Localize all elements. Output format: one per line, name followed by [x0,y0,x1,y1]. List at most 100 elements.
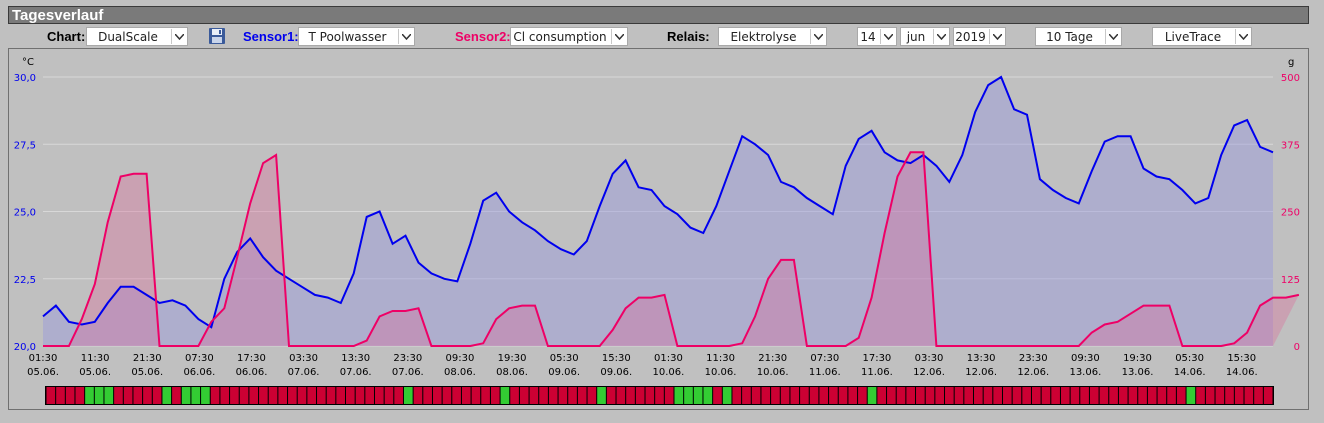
right-tick-label: 375 [1281,140,1300,151]
relay-state-cell [713,387,722,404]
right-tick-label: 500 [1281,73,1300,84]
chart-type-select[interactable]: DualScale [86,27,188,46]
relay-state-cell [848,387,858,404]
left-tick-label: 20,0 [14,342,36,353]
relay-state-cell [1254,387,1263,404]
panel-title: Tagesverlauf [12,7,104,24]
relay-state-cell [1244,387,1254,404]
relay-state-cell [152,387,162,404]
relay-state-cell [1263,387,1273,404]
relay-state-cell [568,387,577,404]
x-tick-time: 17:30 [862,353,891,364]
day-select[interactable]: 14 [857,27,897,46]
x-tick-time: 15:30 [1227,353,1256,364]
relay-state-cell [297,387,307,404]
relay-state-cell [384,387,394,404]
relay-state-cell [394,387,403,404]
x-tick-time: 07:30 [810,353,839,364]
relay-state-cell [1012,387,1022,404]
relay-state-cell [510,387,519,404]
relay-state-cell [85,387,94,404]
x-tick-date: 13.06. [1069,367,1101,378]
relais-select[interactable]: Elektrolyse [718,27,827,46]
relay-state-cell [1234,387,1244,404]
relay-state-cell [1041,387,1051,404]
relay-state-cell [858,387,867,404]
x-tick-time: 05:30 [1175,353,1204,364]
relay-state-cell [336,387,345,404]
x-tick-date: 08.06. [496,367,528,378]
x-tick-date: 07.06. [288,367,320,378]
relay-state-cell [529,387,539,404]
day-value: 14 [860,30,876,44]
relay-state-cell [46,387,56,404]
relay-state-cell [143,387,152,404]
chevron-down-icon [1235,29,1250,44]
sensor2-label-text: Sensor2: [455,29,511,44]
x-tick-time: 09:30 [1071,353,1100,364]
relay-state-cell [1215,387,1225,404]
relay-state-cell [742,387,751,404]
relay-state-cell [239,387,249,404]
relay-state-cell [896,387,906,404]
relay-state-cell [1128,387,1138,404]
relay-state-cell [94,387,104,404]
relay-state-cell [867,387,877,404]
chart-type-label: Chart: [47,29,86,44]
relay-state-cell [1205,387,1215,404]
month-select[interactable]: jun [900,27,950,46]
relay-state-cell [230,387,239,404]
x-tick-date: 14.06. [1174,367,1206,378]
x-tick-date: 10.06. [757,367,789,378]
save-icon[interactable] [208,27,226,45]
relay-state-cell [374,387,384,404]
x-tick-time: 19:30 [498,353,527,364]
left-axis-unit: °C [22,57,34,68]
sensor1-area [43,77,1273,346]
relay-state-cell [983,387,993,404]
relay-state-cell [1089,387,1099,404]
x-tick-time: 11:30 [81,353,110,364]
relay-state-cell [800,387,809,404]
x-tick-date: 07.06. [340,367,372,378]
x-tick-date: 09.06. [600,367,632,378]
x-tick-date: 07.06. [392,367,424,378]
relay-state-cell [1031,387,1041,404]
relay-state-cell [490,387,500,404]
relay-state-cell [317,387,326,404]
x-tick-date: 08.06. [444,367,476,378]
relay-state-cell [114,387,123,404]
x-tick-time: 23:30 [1019,353,1048,364]
sensor2-select[interactable]: Cl consumption [510,27,628,46]
range-select[interactable]: 10 Tage [1035,27,1122,46]
sensor1-label-text: Sensor1: [243,29,299,44]
sensor1-label: Sensor1: [243,29,299,45]
relay-state-cell [326,387,336,404]
relay-state-cell [201,387,210,404]
relay-state-cell [577,387,587,404]
relay-state-cell [181,387,191,404]
x-tick-date: 05.06. [131,367,163,378]
x-tick-date: 11.06. [861,367,893,378]
x-tick-time: 11:30 [706,353,735,364]
relay-state-cell [935,387,945,404]
relay-state-cell [655,387,664,404]
x-tick-date: 06.06. [236,367,268,378]
sensor1-select[interactable]: T Poolwasser [298,27,415,46]
x-tick-time: 01:30 [29,353,58,364]
relay-state-cell [249,387,259,404]
x-tick-date: 12.06. [913,367,945,378]
relay-state-cell [693,387,703,404]
month-value: jun [906,30,926,44]
right-tick-label: 250 [1281,208,1300,219]
year-select[interactable]: 2019 [953,27,1006,46]
relay-state-cell [1060,387,1070,404]
relay-state-cell [664,387,674,404]
relais-value: Elektrolyse [730,30,797,44]
mode-select[interactable]: LiveTrace [1152,27,1252,46]
sensor2-line [43,151,1300,347]
x-tick-time: 19:30 [1123,353,1152,364]
relay-state-cell [558,387,568,404]
relay-state-cell [790,387,800,404]
relay-state-cell [1167,387,1176,404]
